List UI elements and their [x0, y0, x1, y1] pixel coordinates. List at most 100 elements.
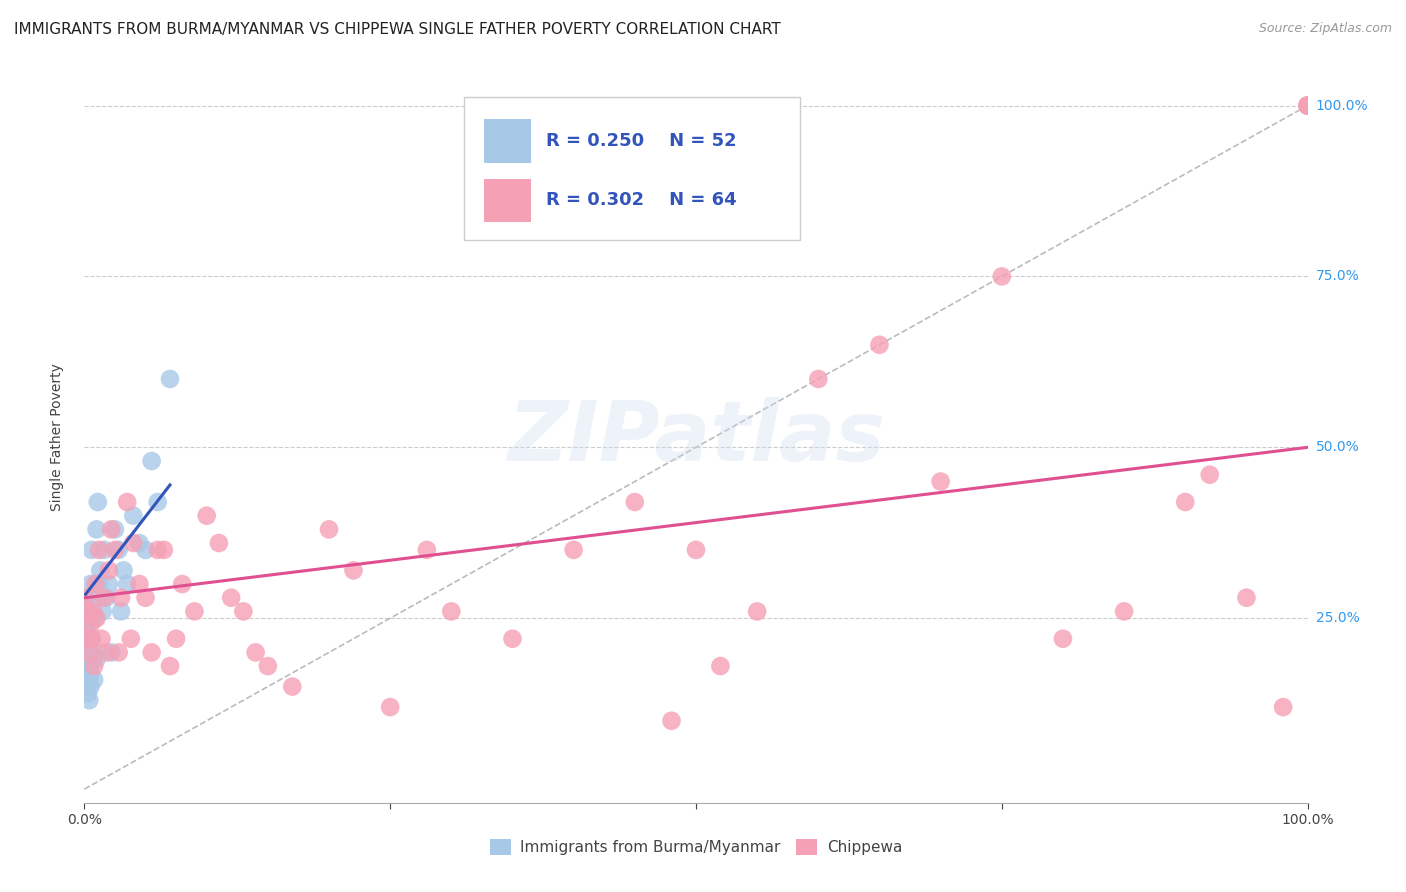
Point [991, 269, 1014, 284]
Text: 100.0%: 100.0% [1316, 98, 1368, 112]
Point [624, 495, 647, 509]
Point [1198, 467, 1220, 482]
Point [76, 604, 98, 618]
Point [100, 645, 122, 659]
Point [87, 495, 110, 509]
Point [440, 604, 463, 618]
Point [77, 673, 100, 687]
Point [115, 577, 138, 591]
Point [79, 577, 101, 591]
Text: IMMIGRANTS FROM BURMA/MYANMAR VS CHIPPEWA SINGLE FATHER POVERTY CORRELATION CHAR: IMMIGRANTS FROM BURMA/MYANMAR VS CHIPPEW… [14, 22, 780, 37]
Point [77, 673, 100, 687]
Point [90, 632, 112, 646]
Point [77, 645, 100, 659]
Point [141, 645, 163, 659]
Point [75, 659, 97, 673]
Point [120, 632, 142, 646]
Point [929, 475, 952, 489]
Point [77, 659, 100, 673]
Point [122, 508, 145, 523]
Point [281, 680, 304, 694]
Point [502, 632, 524, 646]
Point [86, 611, 108, 625]
Point [232, 604, 254, 618]
Point [75, 611, 97, 625]
Text: 50.0%: 50.0% [1316, 441, 1360, 454]
Point [122, 536, 145, 550]
Legend: Immigrants from Burma/Myanmar, Chippewa: Immigrants from Burma/Myanmar, Chippewa [484, 833, 908, 861]
Point [128, 536, 150, 550]
Text: Source: ZipAtlas.com: Source: ZipAtlas.com [1258, 22, 1392, 36]
Point [96, 591, 118, 605]
Point [104, 542, 127, 557]
Point [86, 652, 108, 666]
Point [76, 632, 98, 646]
Point [709, 659, 731, 673]
Point [1296, 98, 1319, 112]
Point [86, 522, 108, 536]
Point [76, 680, 98, 694]
Point [135, 542, 157, 557]
Point [80, 632, 103, 646]
Point [135, 591, 157, 605]
Point [77, 693, 100, 707]
Point [1296, 98, 1319, 112]
Point [380, 700, 402, 714]
Point [159, 659, 181, 673]
Point [75, 645, 97, 659]
Point [110, 604, 132, 618]
Point [107, 645, 129, 659]
Point [75, 591, 97, 605]
FancyBboxPatch shape [484, 178, 531, 222]
Point [77, 686, 100, 700]
Point [75, 632, 97, 646]
Point [153, 542, 176, 557]
Point [245, 645, 267, 659]
Point [342, 563, 364, 577]
Point [115, 495, 138, 509]
Point [77, 632, 100, 646]
Point [104, 522, 127, 536]
Point [128, 577, 150, 591]
Point [75, 598, 97, 612]
Point [1236, 591, 1258, 605]
Point [1296, 98, 1319, 112]
Point [91, 604, 114, 618]
Point [79, 618, 101, 632]
Point [83, 659, 105, 673]
FancyBboxPatch shape [484, 119, 531, 163]
Point [77, 659, 100, 673]
Text: 75.0%: 75.0% [1316, 269, 1360, 284]
Point [562, 542, 585, 557]
Point [75, 618, 97, 632]
Y-axis label: Single Father Poverty: Single Father Poverty [49, 363, 63, 511]
Point [110, 591, 132, 605]
Point [318, 522, 340, 536]
Point [159, 372, 181, 386]
Point [79, 665, 101, 680]
Point [219, 591, 242, 605]
Text: R = 0.250    N = 52: R = 0.250 N = 52 [546, 132, 737, 150]
Point [96, 645, 118, 659]
Point [1174, 495, 1197, 509]
Point [80, 632, 103, 646]
Point [83, 673, 105, 687]
Point [1296, 98, 1319, 112]
Point [84, 611, 107, 625]
Point [76, 645, 98, 659]
Point [100, 522, 122, 536]
Point [172, 577, 194, 591]
Point [661, 714, 683, 728]
Point [84, 577, 107, 591]
Point [76, 604, 98, 618]
Point [112, 563, 135, 577]
Point [807, 372, 830, 386]
Point [1272, 700, 1295, 714]
Point [208, 536, 231, 550]
Point [685, 542, 707, 557]
Text: ZIPatlas: ZIPatlas [508, 397, 884, 477]
Point [146, 542, 169, 557]
Point [747, 604, 769, 618]
Point [195, 508, 218, 523]
Point [869, 338, 891, 352]
